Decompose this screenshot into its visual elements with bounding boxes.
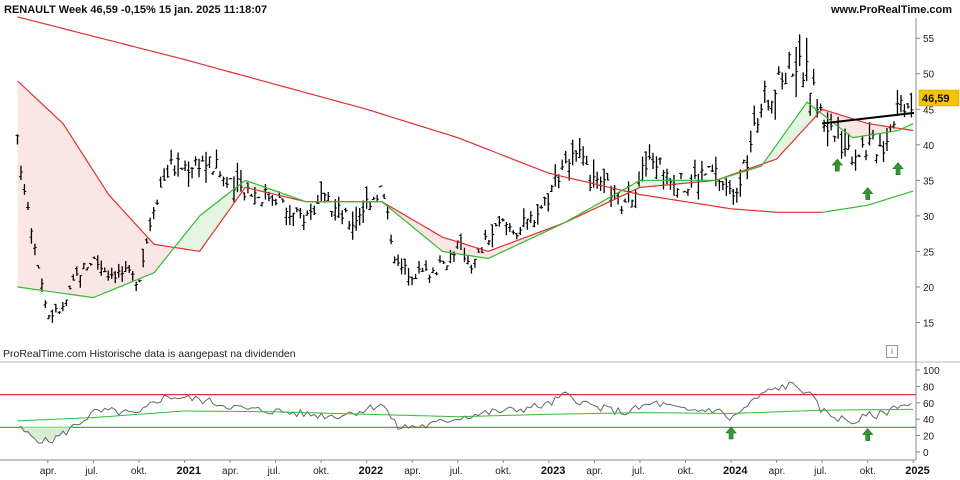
rsi-arrow-0: [725, 426, 737, 440]
x-tick-label-7: 2022: [359, 465, 383, 477]
x-tick-label-10: okt.: [495, 466, 511, 477]
x-tick-label-16: apr.: [769, 466, 786, 477]
price-tick-label-3: 30: [923, 212, 935, 223]
info-icon[interactable]: i: [886, 345, 898, 358]
price-tick-label-5: 40: [923, 141, 935, 152]
ma-slow-green: [822, 190, 914, 213]
ma-fill-2: [385, 203, 561, 259]
x-tick-label-11: 2023: [541, 465, 565, 477]
x-tick-label-18: okt.: [860, 466, 876, 477]
ma-slow-red: [17, 16, 823, 213]
ma-fill-0: [17, 80, 174, 298]
rsi-tick-label-1: 20: [923, 432, 935, 443]
buy-arrow-1: [862, 187, 874, 200]
x-tick-label-6: okt.: [313, 466, 329, 477]
x-tick-label-5: jul.: [267, 466, 281, 477]
x-tick-label-9: jul.: [449, 466, 463, 477]
price-badge-label: 46,59: [922, 93, 950, 105]
website-link[interactable]: www.ProRealTime.com: [830, 4, 952, 16]
price-tick-label-0: 15: [923, 318, 935, 329]
x-tick-label-8: apr.: [404, 466, 421, 477]
buy-arrow-0: [831, 158, 843, 172]
price-tick-label-6: 45: [923, 105, 935, 116]
price-tick-label-1: 20: [923, 283, 935, 294]
x-tick-label-13: jul.: [631, 466, 645, 477]
rsi-arrow-1: [862, 428, 874, 441]
x-tick-label-19: 2025: [905, 465, 929, 477]
x-tick-label-0: apr.: [40, 466, 57, 477]
price-tick-label-7: 50: [923, 70, 935, 81]
price-badge: [918, 89, 960, 107]
ma-fill-1: [176, 180, 382, 252]
rsi-tick-label-5: 100: [923, 366, 940, 377]
rsi-tick-label-2: 40: [923, 415, 935, 426]
rsi-tick-label-4: 80: [923, 382, 935, 393]
ma-fill-3: [564, 180, 716, 223]
rsi-tick-label-0: 0: [923, 448, 929, 459]
price-tick-label-2: 25: [923, 247, 935, 258]
chart-title: RENAULT Week 46,59 -0,15% 15 jan. 2025 1…: [4, 4, 268, 16]
x-tick-label-15: 2024: [723, 465, 748, 477]
rsi-line: [17, 381, 912, 444]
ma-fill-6: [822, 109, 899, 138]
x-tick-label-3: 2021: [176, 465, 200, 477]
ma-fast-green: [17, 101, 914, 299]
resistance-trendline[interactable]: [822, 111, 915, 125]
x-tick-label-14: okt.: [678, 466, 694, 477]
buy-arrow-2: [892, 162, 904, 175]
x-tick-label-1: jul.: [84, 466, 98, 477]
price-tick-label-4: 35: [923, 176, 935, 187]
rsi-signal-line: [17, 408, 914, 422]
x-tick-label-2: okt.: [131, 466, 147, 477]
x-tick-label-4: apr.: [222, 466, 239, 477]
x-tick-label-12: apr.: [586, 466, 603, 477]
price-tick-label-8: 55: [923, 34, 935, 45]
rsi-tick-label-3: 60: [923, 399, 935, 410]
x-tick-label-17: jul.: [813, 466, 827, 477]
footnote: ProRealTime.com Historische data is aang…: [3, 348, 296, 360]
ma-fill-5: [765, 102, 819, 163]
